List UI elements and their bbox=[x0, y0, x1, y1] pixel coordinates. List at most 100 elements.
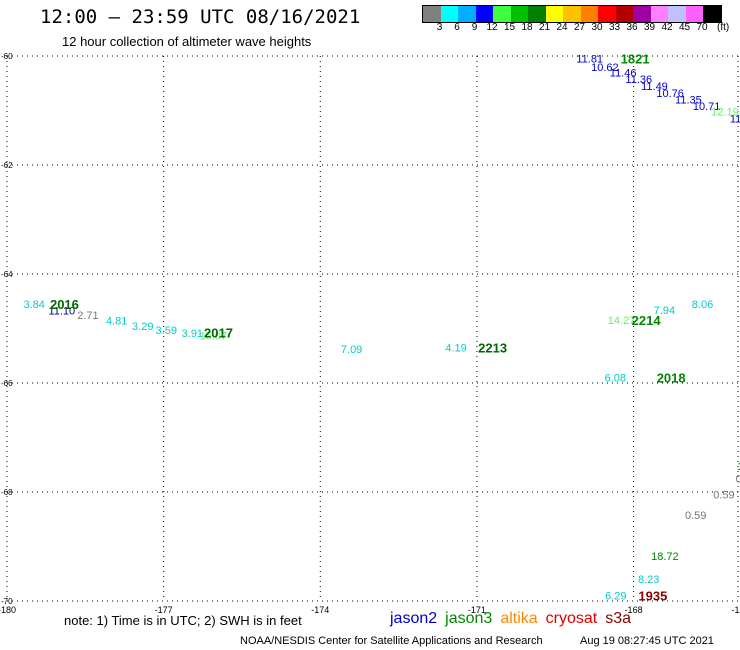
latitude-tick-label: -62 bbox=[1, 161, 13, 170]
wave-height-value: 11.49 bbox=[641, 81, 668, 93]
color-swatch bbox=[423, 6, 441, 22]
wave-height-value: 3.59 bbox=[156, 325, 177, 337]
color-swatch bbox=[563, 6, 581, 22]
longitude-tick-label: -177 bbox=[155, 605, 173, 615]
wave-height-value: 7.09 bbox=[341, 344, 362, 356]
longitude-tick-label: -180 bbox=[0, 605, 16, 615]
color-swatch bbox=[668, 6, 686, 22]
pass-time-label: 1935 bbox=[638, 589, 667, 604]
color-scale-label: 24 bbox=[556, 22, 568, 33]
satellite-pass-labels: 1821 2016 2017 2213 2214 2018 1935 bbox=[50, 52, 686, 604]
color-swatch bbox=[580, 6, 598, 22]
wave-height-value: 10.62 bbox=[591, 62, 619, 74]
color-scale-label: 39 bbox=[643, 22, 656, 33]
legend-entry: cryosat bbox=[545, 610, 598, 627]
color-swatch bbox=[615, 6, 633, 22]
wave-height-value: 15.07 bbox=[199, 331, 227, 343]
color-swatch bbox=[633, 6, 651, 22]
longitude-tick-label: -16 bbox=[731, 605, 740, 615]
color-swatch bbox=[475, 6, 493, 22]
color-swatch bbox=[440, 6, 458, 22]
wave-height-value: 6.08 bbox=[605, 373, 626, 385]
wave-height-value: 6.29 bbox=[605, 591, 626, 603]
pass-time-label: 2016 bbox=[50, 297, 79, 312]
chart-subtitle: 12 hour collection of altimeter wave hei… bbox=[62, 34, 312, 49]
color-swatch bbox=[528, 6, 546, 22]
wave-height-value: 12.19 bbox=[711, 107, 739, 119]
color-scale-label: 6 bbox=[454, 22, 460, 33]
color-swatch bbox=[685, 6, 703, 22]
color-swatch bbox=[458, 6, 476, 22]
wave-height-value: 4.81 bbox=[106, 315, 127, 327]
chart-title: 12:00 – 23:59 UTC 08/16/2021 bbox=[40, 6, 361, 28]
wave-height-value: 0.5 bbox=[736, 473, 740, 485]
color-scale-label: 70 bbox=[696, 22, 708, 33]
color-swatch bbox=[510, 6, 528, 22]
wave-height-value: 0.59 bbox=[685, 510, 706, 522]
color-swatch bbox=[598, 6, 616, 22]
generated-timestamp: Aug 19 08:27:45 UTC 2021 bbox=[580, 635, 714, 647]
wave-height-value: 14.27 bbox=[608, 315, 636, 327]
color-scale-labels: 3 6 9 12 15 18 21 24 27 30 33 36 39 42 45 70 bbox=[422, 22, 740, 34]
map-grid bbox=[6, 55, 739, 602]
pass-time-label: 2213 bbox=[478, 341, 507, 356]
wave-height-value: 18 bbox=[737, 461, 740, 473]
wave-height-value: 10.76 bbox=[656, 88, 684, 100]
latitude-tick-label: -68 bbox=[1, 488, 13, 497]
wave-height-value: 7.94 bbox=[654, 305, 675, 317]
wave-height-value: 3.29 bbox=[132, 321, 153, 333]
color-swatch bbox=[545, 6, 563, 22]
color-scale-label: 30 bbox=[591, 22, 603, 33]
wave-height-value: 4.19 bbox=[445, 343, 466, 355]
wave-height-value: 11.36 bbox=[625, 74, 652, 86]
color-scale-label: 18 bbox=[521, 22, 533, 33]
wave-height-value: 8.23 bbox=[638, 574, 659, 586]
wave-height-value: 18.72 bbox=[651, 551, 679, 563]
wave-height-value: 3.91 bbox=[182, 328, 203, 340]
legend-entry: jason3 bbox=[445, 610, 493, 627]
wave-height-value: 11.81 bbox=[576, 54, 603, 66]
color-scale-label: 27 bbox=[573, 22, 586, 33]
wave-height-value: 3.84 bbox=[23, 299, 44, 311]
color-scale-label: 45 bbox=[678, 22, 691, 33]
wave-height-value: 2.71 bbox=[77, 310, 98, 322]
latitude-tick-label: -64 bbox=[1, 270, 13, 279]
wave-height-value: 11.46 bbox=[610, 67, 637, 79]
longitude-tick-label: -168 bbox=[625, 605, 643, 615]
latitude-tick-label: -60 bbox=[1, 52, 13, 61]
legend-entry: s3a bbox=[605, 610, 632, 627]
color-scale-label: 33 bbox=[608, 22, 621, 33]
satellite-legend: jason2 jason3 altika cryosat s3a bbox=[390, 610, 639, 628]
color-scale-label: 42 bbox=[661, 22, 673, 33]
longitude-tick-label: -171 bbox=[468, 605, 486, 615]
legend-entry: altika bbox=[500, 610, 538, 627]
color-swatch bbox=[703, 6, 721, 22]
wave-height-value: 10.71 bbox=[693, 101, 721, 113]
legend-entry: jason2 bbox=[390, 610, 438, 627]
color-scale-bar bbox=[422, 5, 722, 23]
wave-height-observations: 11.8110.6211.4611.3611.4910.7611.3510.71… bbox=[23, 54, 740, 603]
color-scale-label: 12 bbox=[486, 22, 498, 33]
color-scale-label: 36 bbox=[626, 22, 638, 33]
pass-time-label: 2214 bbox=[632, 313, 662, 328]
wave-height-value: 8.06 bbox=[692, 299, 713, 311]
note-text: note: 1) Time is in UTC; 2) SWH is in fe… bbox=[64, 613, 302, 628]
latitude-tick-label: -70 bbox=[1, 597, 13, 606]
latitude-tick-label: -66 bbox=[1, 379, 13, 388]
color-swatch bbox=[493, 6, 511, 22]
color-scale-unit: (ft) bbox=[717, 22, 730, 33]
color-scale-label: 9 bbox=[471, 22, 478, 33]
pass-time-label: 2017 bbox=[204, 325, 233, 340]
color-scale-label: 3 bbox=[436, 22, 443, 33]
longitude-tick-label: -174 bbox=[311, 605, 329, 615]
pass-time-label: 1821 bbox=[621, 52, 650, 67]
wave-height-value: 11.10 bbox=[48, 306, 75, 318]
map-axis-ticks: -60 -62 -64 -66 -68 -70-180 -177 -174 -171 -168 -1… bbox=[0, 52, 740, 615]
wave-height-value: 11.35 bbox=[675, 95, 702, 107]
color-scale-label: 15 bbox=[503, 22, 516, 33]
agency-credit: NOAA/NESDIS Center for Satellite Applica… bbox=[240, 635, 543, 647]
color-swatch bbox=[650, 6, 668, 22]
pass-time-label: 2018 bbox=[657, 371, 686, 386]
color-scale-label: 21 bbox=[538, 22, 551, 33]
